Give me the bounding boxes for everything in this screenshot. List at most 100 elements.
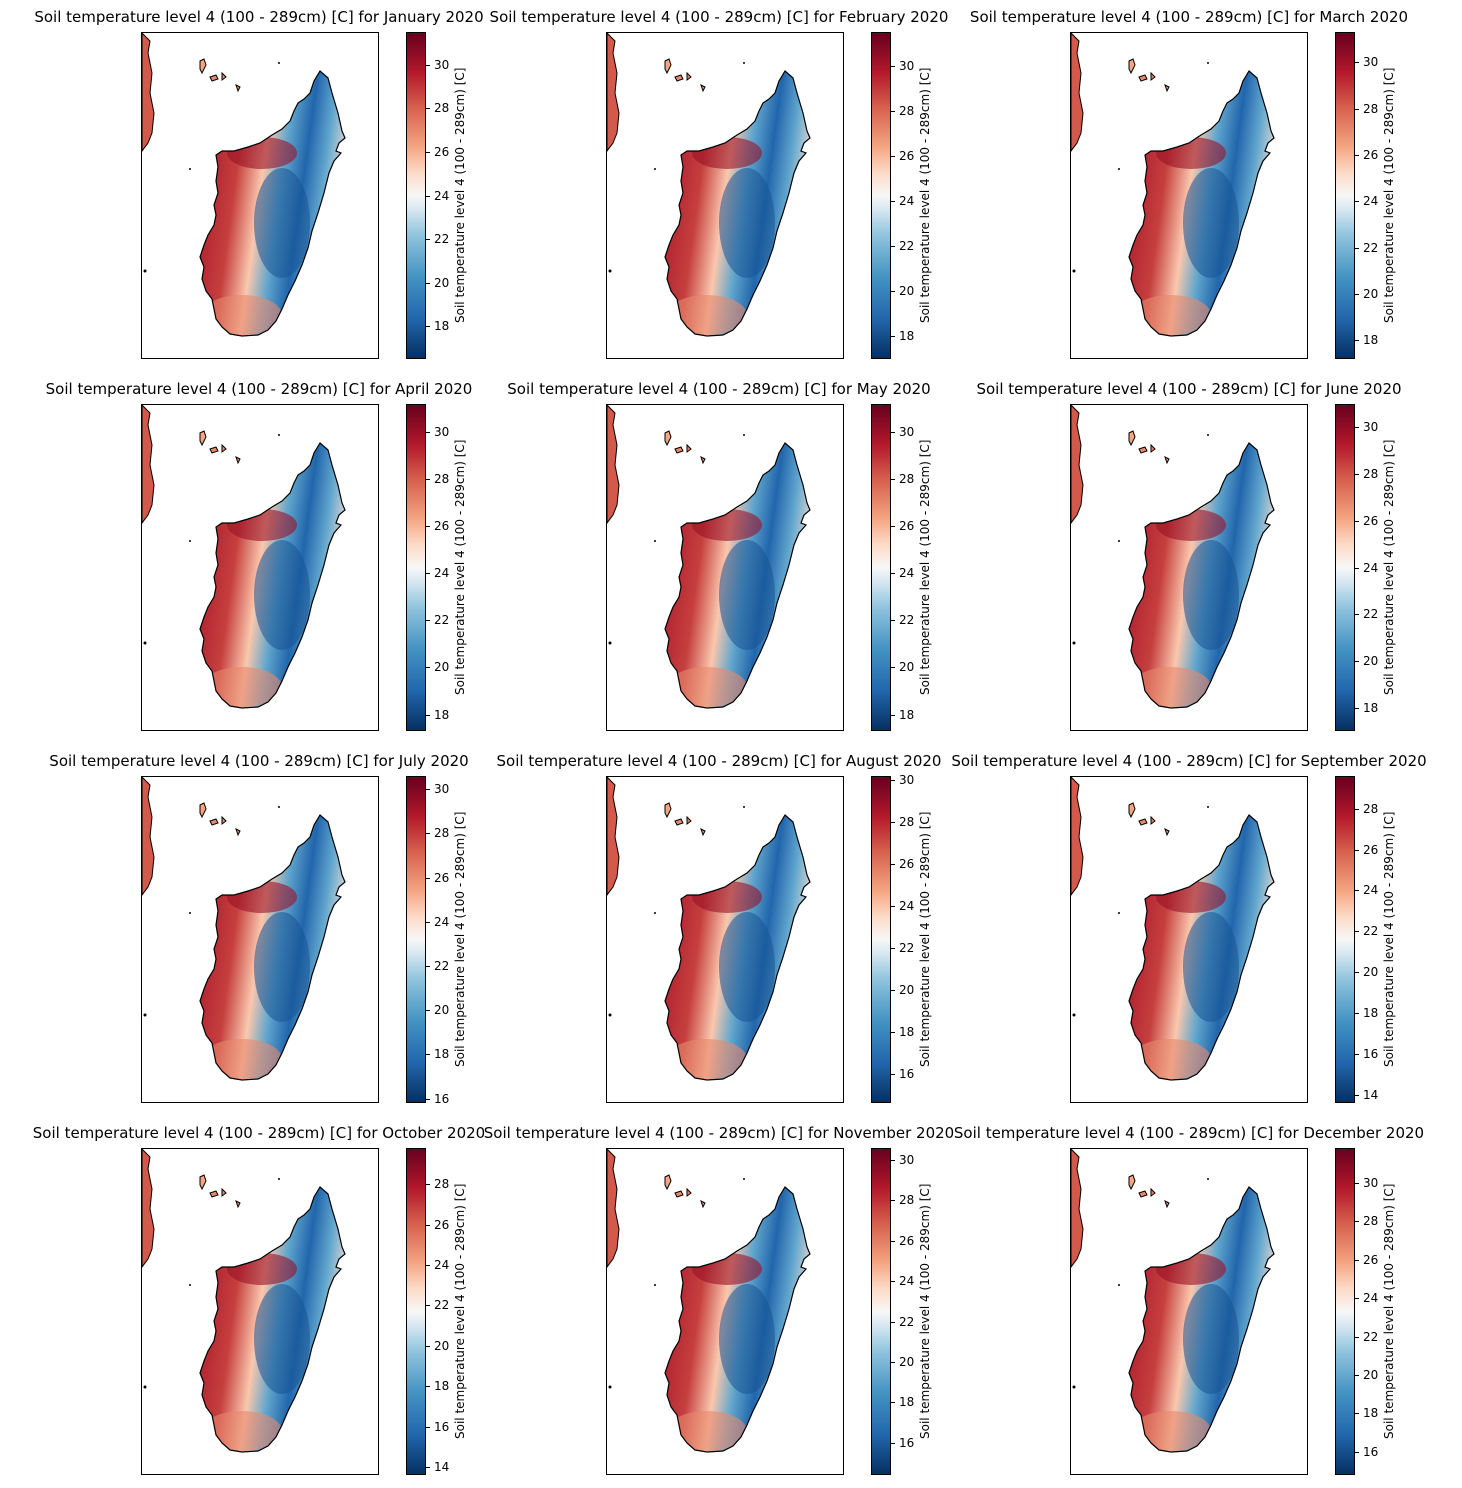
colorbar-tick-label: 22 [425, 232, 450, 247]
colorbar [1335, 776, 1355, 1103]
south-warm-zone [667, 1411, 747, 1451]
highland-cool-zone [719, 540, 775, 650]
comoros-island [664, 430, 672, 447]
colorbar-tick-label: 24 [890, 566, 915, 581]
small-island [654, 168, 656, 170]
small-island [608, 1013, 612, 1017]
comoros-island [235, 84, 241, 93]
comoros-island [1150, 1187, 1156, 1197]
colorbar-tick-label: 26 [425, 144, 450, 159]
colorbar-tick-label: 30 [425, 425, 450, 440]
colorbar-tick-label: 26 [1354, 1252, 1379, 1267]
small-island [143, 269, 147, 273]
colorbar-label: Soil temperature level 4 (100 - 289cm) [… [918, 1183, 932, 1439]
small-island [189, 540, 191, 542]
highland-cool-zone [719, 168, 775, 278]
south-warm-zone [667, 295, 747, 335]
highland-cool-zone [1183, 540, 1239, 650]
comoros-island [221, 1187, 227, 1197]
colorbar-tick-label: 20 [890, 1354, 915, 1369]
colorbar-label: Soil temperature level 4 (100 - 289cm) [… [453, 811, 467, 1067]
comoros-island [700, 84, 706, 93]
colorbar-tick-label: 26 [890, 857, 915, 872]
comoros-island [674, 446, 684, 454]
comoros-island [221, 815, 227, 825]
highland-cool-zone [254, 1284, 310, 1394]
colorbar-label: Soil temperature level 4 (100 - 289cm) [… [1382, 1183, 1396, 1439]
small-island [1207, 806, 1209, 808]
colorbar-tick-label: 26 [425, 519, 450, 534]
small-island [1072, 641, 1076, 645]
small-island [189, 912, 191, 914]
panel-title: Soil temperature level 4 (100 - 289cm) [… [489, 8, 949, 26]
colorbar-tick-label: 28 [1354, 1214, 1379, 1229]
colorbar-tick-label: 24 [1354, 194, 1379, 209]
comoros-island [700, 456, 706, 465]
colorbar-tick-label: 22 [1354, 924, 1379, 939]
colorbar-tick-label: 16 [1354, 1046, 1379, 1061]
colorbar-tick-label: 28 [890, 103, 915, 118]
colorbar-tick-label: 30 [890, 425, 915, 440]
colorbar-tick-label: 16 [1354, 1444, 1379, 1459]
colorbar-tick-label: 24 [1354, 1291, 1379, 1306]
colorbar-tick-label: 26 [1354, 147, 1379, 162]
colorbar-label: Soil temperature level 4 (100 - 289cm) [… [918, 439, 932, 695]
colorbar-tick-label: 28 [425, 101, 450, 116]
map-svg [607, 33, 811, 337]
colorbar [1335, 1148, 1355, 1475]
colorbar-tick-label: 20 [425, 660, 450, 675]
mozambique-coast [142, 1149, 155, 1268]
colorbar-tick-label: 28 [1354, 101, 1379, 116]
colorbar-tick-label: 22 [425, 1298, 450, 1313]
small-island [654, 912, 656, 914]
comoros-island [1150, 71, 1156, 81]
map-svg [1071, 33, 1275, 337]
map-panel [1070, 776, 1308, 1103]
mozambique-coast [1071, 1149, 1084, 1268]
colorbar-tick-label: 26 [890, 519, 915, 534]
comoros-island [209, 74, 219, 82]
colorbar-tick-label: 26 [1354, 842, 1379, 857]
comoros-island [1164, 84, 1170, 93]
colorbar-tick-label: 22 [1354, 1329, 1379, 1344]
comoros-island [1138, 1190, 1148, 1198]
colorbar-tick-label: 18 [425, 1379, 450, 1394]
comoros-island [199, 58, 207, 75]
comoros-island [674, 1190, 684, 1198]
panel-title: Soil temperature level 4 (100 - 289cm) [… [45, 380, 473, 398]
comoros-island [1128, 430, 1136, 447]
panel-title: Soil temperature level 4 (100 - 289cm) [… [976, 380, 1402, 398]
small-island [189, 1284, 191, 1286]
comoros-island [209, 1190, 219, 1198]
south-warm-zone [1131, 1411, 1211, 1451]
comoros-island [686, 815, 692, 825]
colorbar-tick-label: 24 [1354, 560, 1379, 575]
comoros-island [686, 443, 692, 453]
mozambique-coast [142, 777, 155, 896]
map-panel [141, 404, 379, 731]
comoros-island [235, 1200, 241, 1209]
colorbar-tick-label: 22 [890, 239, 915, 254]
colorbar-tick-label: 18 [425, 1047, 450, 1062]
highland-cool-zone [1183, 1284, 1239, 1394]
colorbar-tick-label: 22 [890, 940, 915, 955]
comoros-island [1164, 456, 1170, 465]
small-island [654, 1284, 656, 1286]
colorbar [871, 1148, 891, 1475]
comoros-island [1128, 1174, 1136, 1191]
small-island [278, 1178, 280, 1180]
colorbar-tick-label: 20 [890, 982, 915, 997]
small-island [278, 806, 280, 808]
colorbar-label: Soil temperature level 4 (100 - 289cm) [… [1382, 67, 1396, 323]
map-svg [1071, 1149, 1275, 1453]
map-panel [606, 776, 844, 1103]
colorbar-label: Soil temperature level 4 (100 - 289cm) [… [918, 67, 932, 323]
map-svg [607, 405, 811, 709]
colorbar-tick-label: 20 [1354, 653, 1379, 668]
colorbar-tick-label: 24 [890, 898, 915, 913]
comoros-island [235, 456, 241, 465]
colorbar [871, 404, 891, 731]
comoros-island [686, 71, 692, 81]
colorbar-tick-label: 28 [890, 815, 915, 830]
colorbar-tick-label: 24 [425, 914, 450, 929]
